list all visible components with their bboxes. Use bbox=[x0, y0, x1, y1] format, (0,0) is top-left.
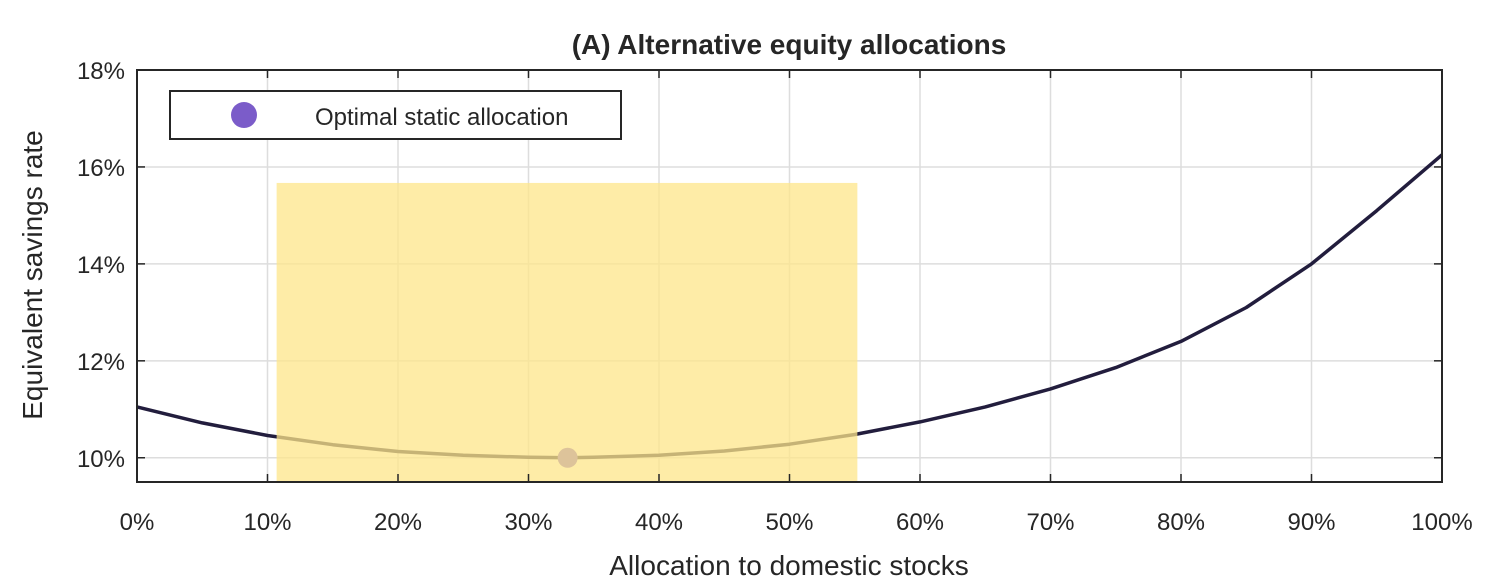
x-tick-label: 60% bbox=[896, 509, 944, 536]
chart-title: (A) Alternative equity allocations bbox=[572, 29, 1007, 60]
y-axis-label: Equivalent savings rate bbox=[17, 130, 48, 420]
y-tick-label: 10% bbox=[77, 446, 125, 473]
x-tick-label: 50% bbox=[765, 509, 813, 536]
x-axis-label: Allocation to domestic stocks bbox=[609, 550, 969, 581]
y-tick-label: 14% bbox=[77, 252, 125, 279]
axis-ticks bbox=[136, 69, 1443, 482]
x-tick-label: 20% bbox=[374, 509, 422, 536]
legend-marker-icon bbox=[231, 102, 257, 128]
shaded-region bbox=[276, 182, 858, 483]
x-tick-label: 40% bbox=[635, 509, 683, 536]
x-tick-label: 30% bbox=[504, 509, 552, 536]
x-tick-label: 10% bbox=[243, 509, 291, 536]
marker-layer bbox=[276, 182, 858, 483]
x-tick-labels: 0% 10% 20% 30% 40% 50% 60% 70% 80% 90% 100% bbox=[120, 509, 1473, 536]
y-tick-labels: 10% 12% 14% 16% 18% bbox=[77, 58, 125, 473]
y-tick-label: 18% bbox=[77, 58, 125, 85]
legend-label: Optimal static allocation bbox=[315, 104, 568, 131]
y-tick-label: 16% bbox=[77, 155, 125, 182]
legend: Optimal static allocation bbox=[169, 90, 622, 140]
x-tick-label: 0% bbox=[120, 509, 155, 536]
x-tick-label: 80% bbox=[1157, 509, 1205, 536]
x-tick-label: 100% bbox=[1411, 509, 1472, 536]
y-tick-label: 12% bbox=[77, 349, 125, 376]
x-tick-label: 90% bbox=[1287, 509, 1335, 536]
x-tick-label: 70% bbox=[1026, 509, 1074, 536]
